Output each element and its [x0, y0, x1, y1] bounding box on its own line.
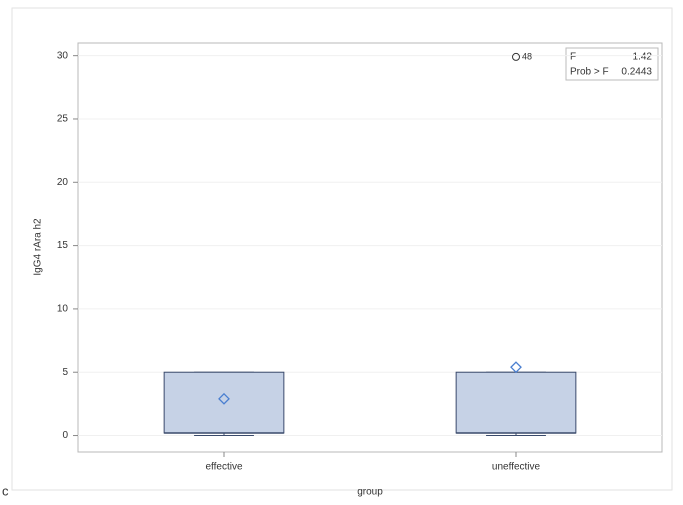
stat-value: 1.42: [633, 52, 653, 63]
stat-label: F: [570, 52, 576, 63]
box: [455, 371, 577, 434]
y-tick-label: 0: [62, 430, 68, 441]
x-tick-label: effective: [205, 462, 242, 473]
plot-area: [77, 42, 663, 453]
outlier: [512, 52, 520, 61]
mean-marker: [510, 361, 522, 374]
x-axis-label: group: [357, 487, 383, 498]
y-tick-label: 5: [62, 367, 68, 378]
y-tick-label: 25: [57, 114, 69, 125]
stats-box: [565, 47, 659, 81]
outlier-label: 48: [522, 51, 532, 61]
box: [163, 371, 285, 434]
y-tick-label: 30: [57, 50, 69, 61]
panel-label: c: [2, 483, 9, 498]
y-axis-label: IgG4 rAra h2: [33, 218, 44, 276]
y-tick-label: 20: [57, 177, 69, 188]
x-tick-label: uneffective: [492, 462, 541, 473]
stat-value: 0.2443: [621, 67, 652, 78]
mean-marker: [218, 392, 230, 405]
frame: [11, 7, 673, 491]
y-tick-label: 15: [57, 240, 69, 251]
y-tick-label: 10: [57, 304, 69, 315]
stat-label: Prob > F: [570, 67, 609, 78]
